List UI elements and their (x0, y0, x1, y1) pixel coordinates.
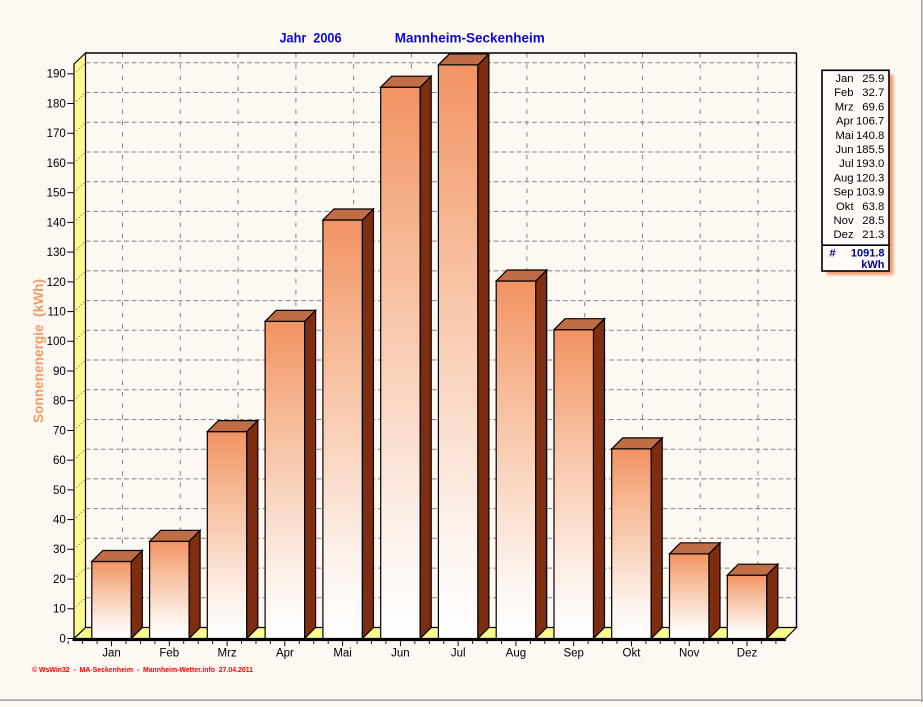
svg-text:32.7: 32.7 (862, 87, 884, 99)
svg-text:0: 0 (59, 633, 65, 645)
svg-text:170: 170 (47, 128, 66, 140)
svg-text:Dez: Dez (737, 648, 758, 660)
svg-text:Sonnenenergie (kWh): Sonnenenergie (kWh) (31, 279, 46, 423)
svg-text:Mrz: Mrz (218, 648, 237, 660)
svg-text:70: 70 (53, 425, 66, 437)
svg-text:40: 40 (53, 515, 66, 527)
svg-text:25.9: 25.9 (862, 73, 884, 85)
svg-text:Sep: Sep (833, 187, 853, 199)
svg-text:120: 120 (47, 277, 66, 289)
svg-text:Okt: Okt (836, 201, 854, 213)
svg-text:185.5: 185.5 (856, 144, 884, 156)
svg-text:Jul: Jul (839, 158, 853, 170)
svg-text:Mrz: Mrz (835, 101, 854, 113)
svg-text:193.0: 193.0 (856, 158, 884, 170)
svg-text:Nov: Nov (679, 648, 700, 660)
svg-text:Jun: Jun (391, 648, 410, 660)
svg-text:Mai: Mai (333, 648, 352, 660)
svg-text:10: 10 (53, 604, 66, 616)
svg-text:Dez: Dez (834, 229, 854, 241)
svg-text:180: 180 (47, 98, 66, 110)
svg-text:28.5: 28.5 (862, 215, 884, 227)
svg-text:1091.8: 1091.8 (851, 248, 885, 260)
svg-text:#: # (830, 248, 836, 260)
svg-text:80: 80 (53, 396, 66, 408)
svg-text:Aug: Aug (506, 648, 526, 660)
svg-text:Nov: Nov (834, 215, 854, 227)
svg-text:21.3: 21.3 (862, 229, 884, 241)
svg-text:Jan: Jan (102, 648, 121, 660)
svg-text:Apr: Apr (276, 648, 294, 660)
svg-text:Mai: Mai (835, 130, 853, 142)
svg-text:Sep: Sep (563, 648, 583, 660)
svg-text:Feb: Feb (159, 648, 179, 660)
svg-text:Aug: Aug (833, 172, 853, 184)
svg-text:kWh: kWh (861, 259, 885, 271)
svg-text:90: 90 (53, 366, 66, 378)
svg-text:140.8: 140.8 (856, 130, 884, 142)
svg-text:69.6: 69.6 (862, 101, 884, 113)
svg-text:106.7: 106.7 (856, 116, 884, 128)
svg-text:Jahr 2006: Jahr 2006 (280, 30, 342, 46)
svg-text:© WsWin32 - MA-Seckenheim -: © WsWin32 - MA-Seckenheim - Mannheim-Wet… (32, 665, 253, 674)
svg-text:60: 60 (53, 455, 66, 467)
svg-text:Mannheim-Seckenheim: Mannheim-Seckenheim (395, 30, 545, 46)
svg-text:Jun: Jun (835, 144, 853, 156)
svg-text:100: 100 (47, 336, 66, 348)
svg-text:Apr: Apr (836, 116, 854, 128)
svg-text:140: 140 (47, 217, 66, 229)
svg-text:130: 130 (47, 247, 66, 259)
svg-text:63.8: 63.8 (862, 201, 884, 213)
svg-text:110: 110 (47, 307, 65, 319)
svg-text:30: 30 (53, 544, 66, 556)
svg-text:Okt: Okt (623, 648, 642, 660)
svg-text:160: 160 (47, 158, 66, 170)
svg-text:Feb: Feb (834, 87, 853, 99)
svg-text:Jan: Jan (835, 73, 853, 85)
svg-text:190: 190 (47, 69, 66, 81)
svg-text:Jul: Jul (451, 648, 466, 660)
svg-text:150: 150 (47, 188, 66, 200)
svg-text:50: 50 (53, 485, 66, 497)
svg-text:120.3: 120.3 (856, 172, 884, 184)
svg-text:20: 20 (53, 574, 66, 586)
svg-text:103.9: 103.9 (856, 187, 884, 199)
